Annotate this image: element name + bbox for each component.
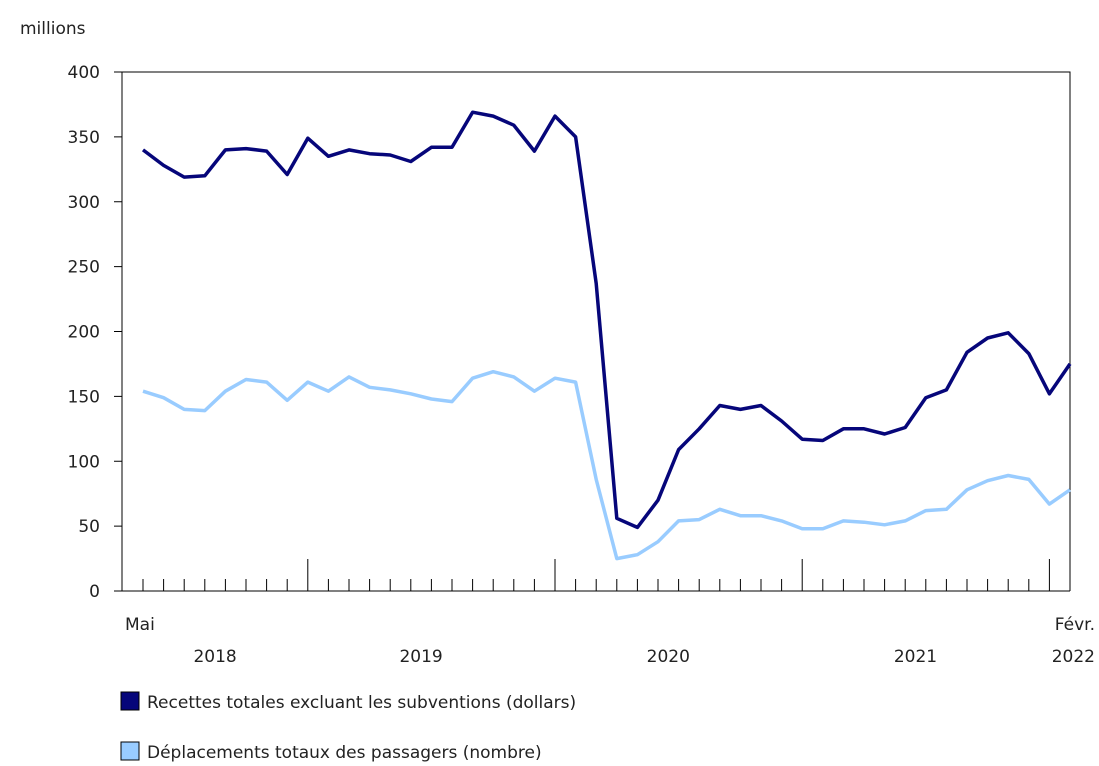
year-label: 2021 bbox=[894, 647, 937, 667]
y-tick-label: 300 bbox=[68, 193, 100, 213]
y-tick-label: 100 bbox=[68, 452, 100, 472]
series-line bbox=[142, 369, 1071, 561]
year-label: 2020 bbox=[647, 647, 690, 667]
year-label: 2022 bbox=[1052, 647, 1095, 667]
y-tick-label: 200 bbox=[68, 323, 100, 343]
legend-swatch bbox=[120, 691, 140, 711]
legend-swatch bbox=[120, 741, 140, 761]
x-tick-label: Mai bbox=[125, 615, 155, 635]
y-axis-label: millions bbox=[20, 19, 86, 39]
series-line bbox=[141, 110, 1072, 530]
y-tick-label: 150 bbox=[68, 387, 100, 407]
year-label: 2019 bbox=[399, 647, 442, 667]
y-tick-label: 400 bbox=[68, 63, 100, 83]
y-tick-label: 0 bbox=[89, 582, 100, 602]
legend-label: Déplacements totaux des passagers (nombr… bbox=[147, 743, 542, 762]
y-tick-label: 350 bbox=[68, 128, 100, 148]
y-tick-label: 250 bbox=[68, 258, 100, 278]
y-tick-label: 50 bbox=[78, 517, 100, 537]
year-label: 2018 bbox=[193, 647, 236, 667]
legend-label: Recettes totales excluant les subvention… bbox=[147, 693, 576, 713]
x-tick-label: Févr. bbox=[1055, 615, 1095, 635]
